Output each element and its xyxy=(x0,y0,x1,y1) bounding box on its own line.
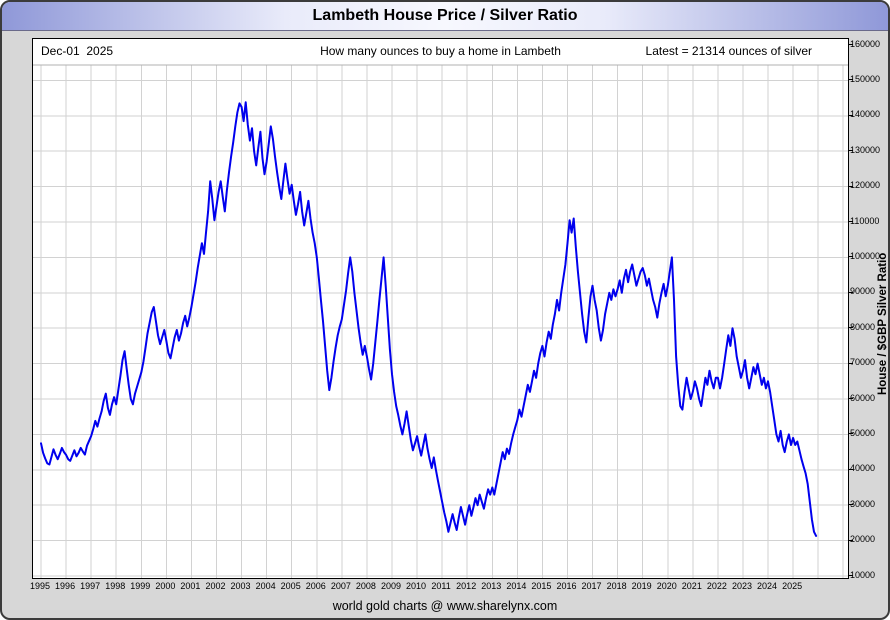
x-axis-tick: 2018 xyxy=(606,581,627,591)
plot-area: Dec-01 2025 How many ounces to buy a hom… xyxy=(32,38,849,579)
x-axis-tick: 2004 xyxy=(255,581,276,591)
x-axis-tick: 2021 xyxy=(681,581,702,591)
price-silver-ratio-line-chart xyxy=(33,64,848,578)
y-axis-tick: 90000 xyxy=(850,286,876,297)
y-axis-tickmark xyxy=(849,468,853,470)
x-axis-tick: 2001 xyxy=(180,581,201,591)
x-axis-tick: 2022 xyxy=(706,581,727,591)
y-axis-tick: 120000 xyxy=(850,180,881,191)
x-axis-tick: 2025 xyxy=(782,581,803,591)
x-axis-tick: 2002 xyxy=(205,581,226,591)
x-axis-tick: 1996 xyxy=(55,581,76,591)
y-axis-tick: 140000 xyxy=(850,109,881,120)
x-axis-tick: 2023 xyxy=(731,581,752,591)
y-axis-tickmark xyxy=(849,575,853,576)
x-axis-tick: 1997 xyxy=(80,581,101,591)
x-axis-tick: 1998 xyxy=(105,581,126,591)
y-axis-tick: 20000 xyxy=(850,534,876,545)
y-axis-tick: 40000 xyxy=(850,463,876,474)
y-axis-tick: 110000 xyxy=(850,215,880,226)
footer-credit: world gold charts @ www.sharelynx.com xyxy=(332,599,558,613)
latest-value-label: Latest = 21314 ounces of silver xyxy=(645,44,812,58)
y-axis-tick: 160000 xyxy=(850,38,881,49)
y-axis-tickmark xyxy=(849,539,853,541)
x-axis-tick: 2016 xyxy=(556,581,577,591)
x-axis-tick: 2005 xyxy=(280,581,301,591)
page-title: Lambeth House Price / Silver Ratio xyxy=(312,7,578,24)
x-axis-tick: 2009 xyxy=(380,581,401,591)
latest-date-label: Dec-01 2025 xyxy=(41,44,114,58)
x-axis-tick: 2024 xyxy=(757,581,778,591)
y-axis-tick: 130000 xyxy=(850,144,881,155)
x-axis-tick: 1999 xyxy=(130,581,151,591)
window-titlebar: Lambeth House Price / Silver Ratio xyxy=(2,2,888,31)
y-axis-tickmark xyxy=(849,221,853,222)
y-axis-tickmark xyxy=(849,291,853,293)
y-axis-tick: 70000 xyxy=(850,357,876,368)
x-axis-tick: 2014 xyxy=(506,581,527,591)
y-axis-tickmark xyxy=(849,79,853,81)
y-axis-tickmark xyxy=(849,44,853,45)
y-axis-tickmark xyxy=(849,185,853,187)
x-axis-tick: 2017 xyxy=(581,581,602,591)
y-axis-tickmark xyxy=(849,327,853,329)
y-axis-title: House / $GBP Silver Ratio xyxy=(877,252,889,395)
y-axis-tickmark xyxy=(849,150,853,152)
x-axis-tick: 2020 xyxy=(656,581,677,591)
y-axis-tickmark xyxy=(849,504,853,506)
y-axis-tickmark xyxy=(849,433,853,435)
x-axis-tick: 2007 xyxy=(330,581,351,591)
y-axis-tick: 100000 xyxy=(850,250,881,261)
y-axis-tick: 30000 xyxy=(850,498,876,509)
x-axis-tick: 2008 xyxy=(355,581,376,591)
y-axis-tickmark xyxy=(849,114,853,116)
x-axis-tick: 2011 xyxy=(431,581,451,591)
y-axis-tickmark xyxy=(849,256,853,258)
y-axis-tick: 10000 xyxy=(850,569,876,580)
y-axis-tickmark xyxy=(849,398,853,399)
y-axis-tick: 60000 xyxy=(850,392,876,403)
y-axis-tick: 50000 xyxy=(850,427,876,438)
x-axis-tick: 2013 xyxy=(481,581,502,591)
x-axis-tick: 2015 xyxy=(531,581,552,591)
x-axis-tick: 2019 xyxy=(631,581,652,591)
x-axis-tick: 2012 xyxy=(456,581,477,591)
y-axis-tick: 80000 xyxy=(850,321,876,332)
x-axis-tick: 2000 xyxy=(155,581,176,591)
chart-subtitle: How many ounces to buy a home in Lambeth xyxy=(320,44,561,58)
x-axis-tick: 2006 xyxy=(305,581,326,591)
x-axis-tick: 2003 xyxy=(230,581,251,591)
x-axis-tick: 1995 xyxy=(29,581,51,591)
y-axis-tickmark xyxy=(849,362,853,364)
x-axis-tick: 2010 xyxy=(406,581,427,591)
y-axis-tick: 150000 xyxy=(850,73,881,84)
